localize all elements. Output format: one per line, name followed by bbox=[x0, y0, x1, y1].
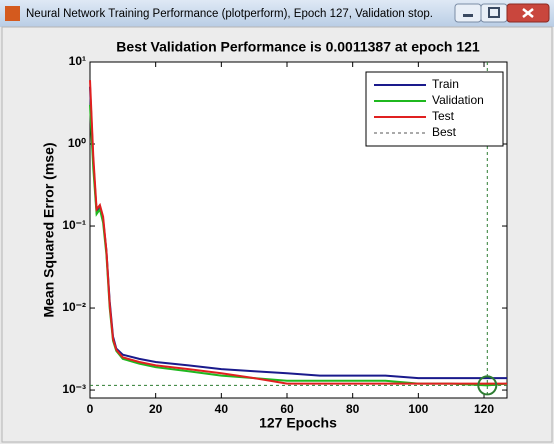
legend-label: Validation bbox=[432, 93, 484, 107]
x-tick-label: 0 bbox=[87, 402, 94, 416]
window-buttons[interactable] bbox=[454, 3, 550, 23]
series-line bbox=[89, 104, 508, 387]
x-axis-label: 127 Epochs bbox=[259, 415, 337, 431]
chart-title: Best Validation Performance is 0.0011387… bbox=[116, 39, 480, 55]
window-title: Neural Network Training Performance (plo… bbox=[26, 8, 433, 20]
minimize-button[interactable] bbox=[454, 3, 482, 23]
y-tick-label: 10⁻³ bbox=[62, 382, 86, 396]
x-tick-label: 40 bbox=[215, 402, 229, 416]
legend-label: Best bbox=[432, 125, 457, 139]
x-tick-label: 120 bbox=[474, 402, 494, 416]
app-icon bbox=[5, 6, 20, 21]
y-tick-label: 10⁻² bbox=[62, 300, 86, 314]
close-icon bbox=[522, 8, 534, 18]
x-tick-label: 20 bbox=[149, 402, 163, 416]
y-tick-label: 10¹ bbox=[69, 54, 86, 68]
legend-label: Train bbox=[432, 77, 459, 91]
x-tick-label: 100 bbox=[408, 402, 428, 416]
maximize-icon bbox=[488, 7, 500, 18]
legend-label: Test bbox=[432, 109, 455, 123]
y-tick-label: 10⁰ bbox=[68, 136, 86, 150]
minimize-icon bbox=[463, 14, 473, 17]
y-axis-label: Mean Squared Error (mse) bbox=[41, 142, 57, 317]
y-tick-label: 10⁻¹ bbox=[62, 218, 86, 232]
maximize-button[interactable] bbox=[480, 3, 508, 23]
best-marker bbox=[477, 375, 498, 396]
series-line bbox=[89, 80, 507, 385]
x-tick-label: 80 bbox=[346, 402, 360, 416]
x-tick-label: 60 bbox=[280, 402, 294, 416]
